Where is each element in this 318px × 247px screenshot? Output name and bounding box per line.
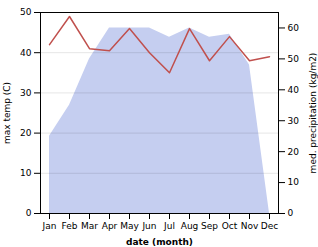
svg-text:20: 20 bbox=[288, 147, 300, 157]
svg-text:40: 40 bbox=[20, 48, 32, 58]
svg-text:30: 30 bbox=[288, 116, 300, 126]
svg-text:40: 40 bbox=[288, 85, 300, 95]
svg-text:May: May bbox=[120, 221, 139, 231]
svg-text:Jun: Jun bbox=[141, 221, 156, 231]
svg-text:Apr: Apr bbox=[102, 221, 118, 231]
svg-text:Jul: Jul bbox=[163, 221, 175, 231]
svg-text:Feb: Feb bbox=[62, 221, 78, 231]
svg-text:Mar: Mar bbox=[81, 221, 98, 231]
svg-text:Oct: Oct bbox=[222, 221, 238, 231]
svg-text:0: 0 bbox=[26, 208, 32, 218]
svg-text:30: 30 bbox=[20, 88, 32, 98]
svg-text:max temp (C): max temp (C) bbox=[2, 82, 12, 144]
svg-text:20: 20 bbox=[20, 128, 32, 138]
svg-text:50: 50 bbox=[288, 54, 300, 64]
svg-text:Sep: Sep bbox=[201, 221, 218, 231]
svg-text:Nov: Nov bbox=[241, 221, 259, 231]
svg-text:10: 10 bbox=[20, 168, 32, 178]
svg-text:Aug: Aug bbox=[181, 221, 199, 231]
svg-text:med. precipitation (kg/m2): med. precipitation (kg/m2) bbox=[308, 53, 318, 174]
svg-text:date (month): date (month) bbox=[126, 237, 193, 247]
svg-text:0: 0 bbox=[288, 208, 294, 218]
svg-text:60: 60 bbox=[288, 23, 300, 33]
svg-text:50: 50 bbox=[20, 7, 32, 17]
svg-text:Jan: Jan bbox=[42, 221, 57, 231]
svg-text:Dec: Dec bbox=[261, 221, 278, 231]
svg-text:10: 10 bbox=[288, 177, 300, 187]
